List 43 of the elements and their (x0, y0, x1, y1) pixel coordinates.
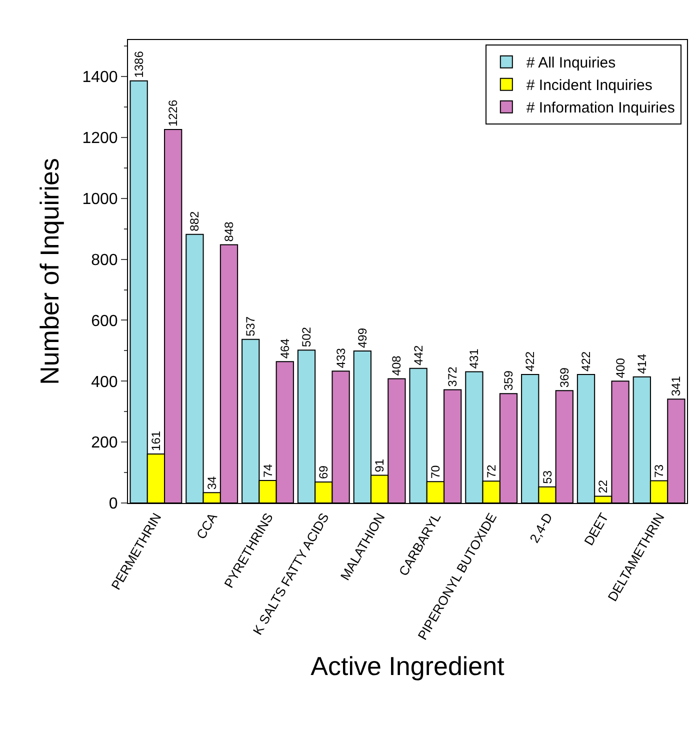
data-label: 414 (634, 354, 649, 374)
data-label: 53 (540, 470, 554, 484)
data-label: 34 (204, 476, 219, 490)
data-label: 499 (355, 328, 370, 348)
data-label: 74 (260, 464, 275, 478)
y-tick-label: 1400 (82, 69, 118, 86)
y-tick-label: 400 (91, 374, 118, 391)
data-label: 431 (467, 348, 482, 369)
data-label: 502 (300, 326, 314, 348)
y-tick-label: 1000 (82, 190, 118, 208)
data-label: 422 (579, 351, 594, 372)
data-label: 161 (148, 430, 163, 451)
data-label: 69 (316, 465, 331, 479)
data-label: 359 (501, 370, 516, 391)
data-label: 464 (278, 338, 292, 359)
data-label: 1386 (132, 50, 146, 78)
data-label: 442 (411, 345, 426, 366)
data-label: 848 (222, 221, 236, 242)
data-label: 91 (372, 458, 387, 472)
data-label: 369 (557, 367, 572, 388)
y-axis-title: Number of Inquiries (34, 158, 65, 385)
data-label: 537 (244, 316, 258, 336)
y-tick-label: 800 (91, 252, 118, 269)
legend-label: # Information Inquiries (526, 100, 675, 117)
data-label: 400 (613, 358, 628, 378)
data-label: 408 (390, 355, 404, 376)
y-tick-label: 1200 (82, 130, 118, 148)
data-label: 433 (334, 348, 348, 368)
x-axis-title: Active Ingredient (310, 651, 506, 682)
y-tick-label: 0 (108, 496, 118, 513)
y-tick-label: 600 (91, 312, 118, 330)
data-label: 70 (428, 465, 442, 479)
legend-label: # Incident Inquiries (526, 77, 652, 94)
data-label: 341 (669, 376, 684, 396)
data-label: 1226 (166, 100, 180, 127)
y-tick-label: 200 (91, 434, 118, 452)
data-label: 22 (596, 480, 610, 494)
legend-label: # All Inquiries (526, 54, 616, 72)
data-label: 882 (188, 210, 202, 232)
data-label: 73 (652, 464, 666, 478)
data-label: 372 (446, 366, 460, 387)
data-label: 72 (484, 464, 498, 478)
data-label: 422 (523, 351, 538, 372)
